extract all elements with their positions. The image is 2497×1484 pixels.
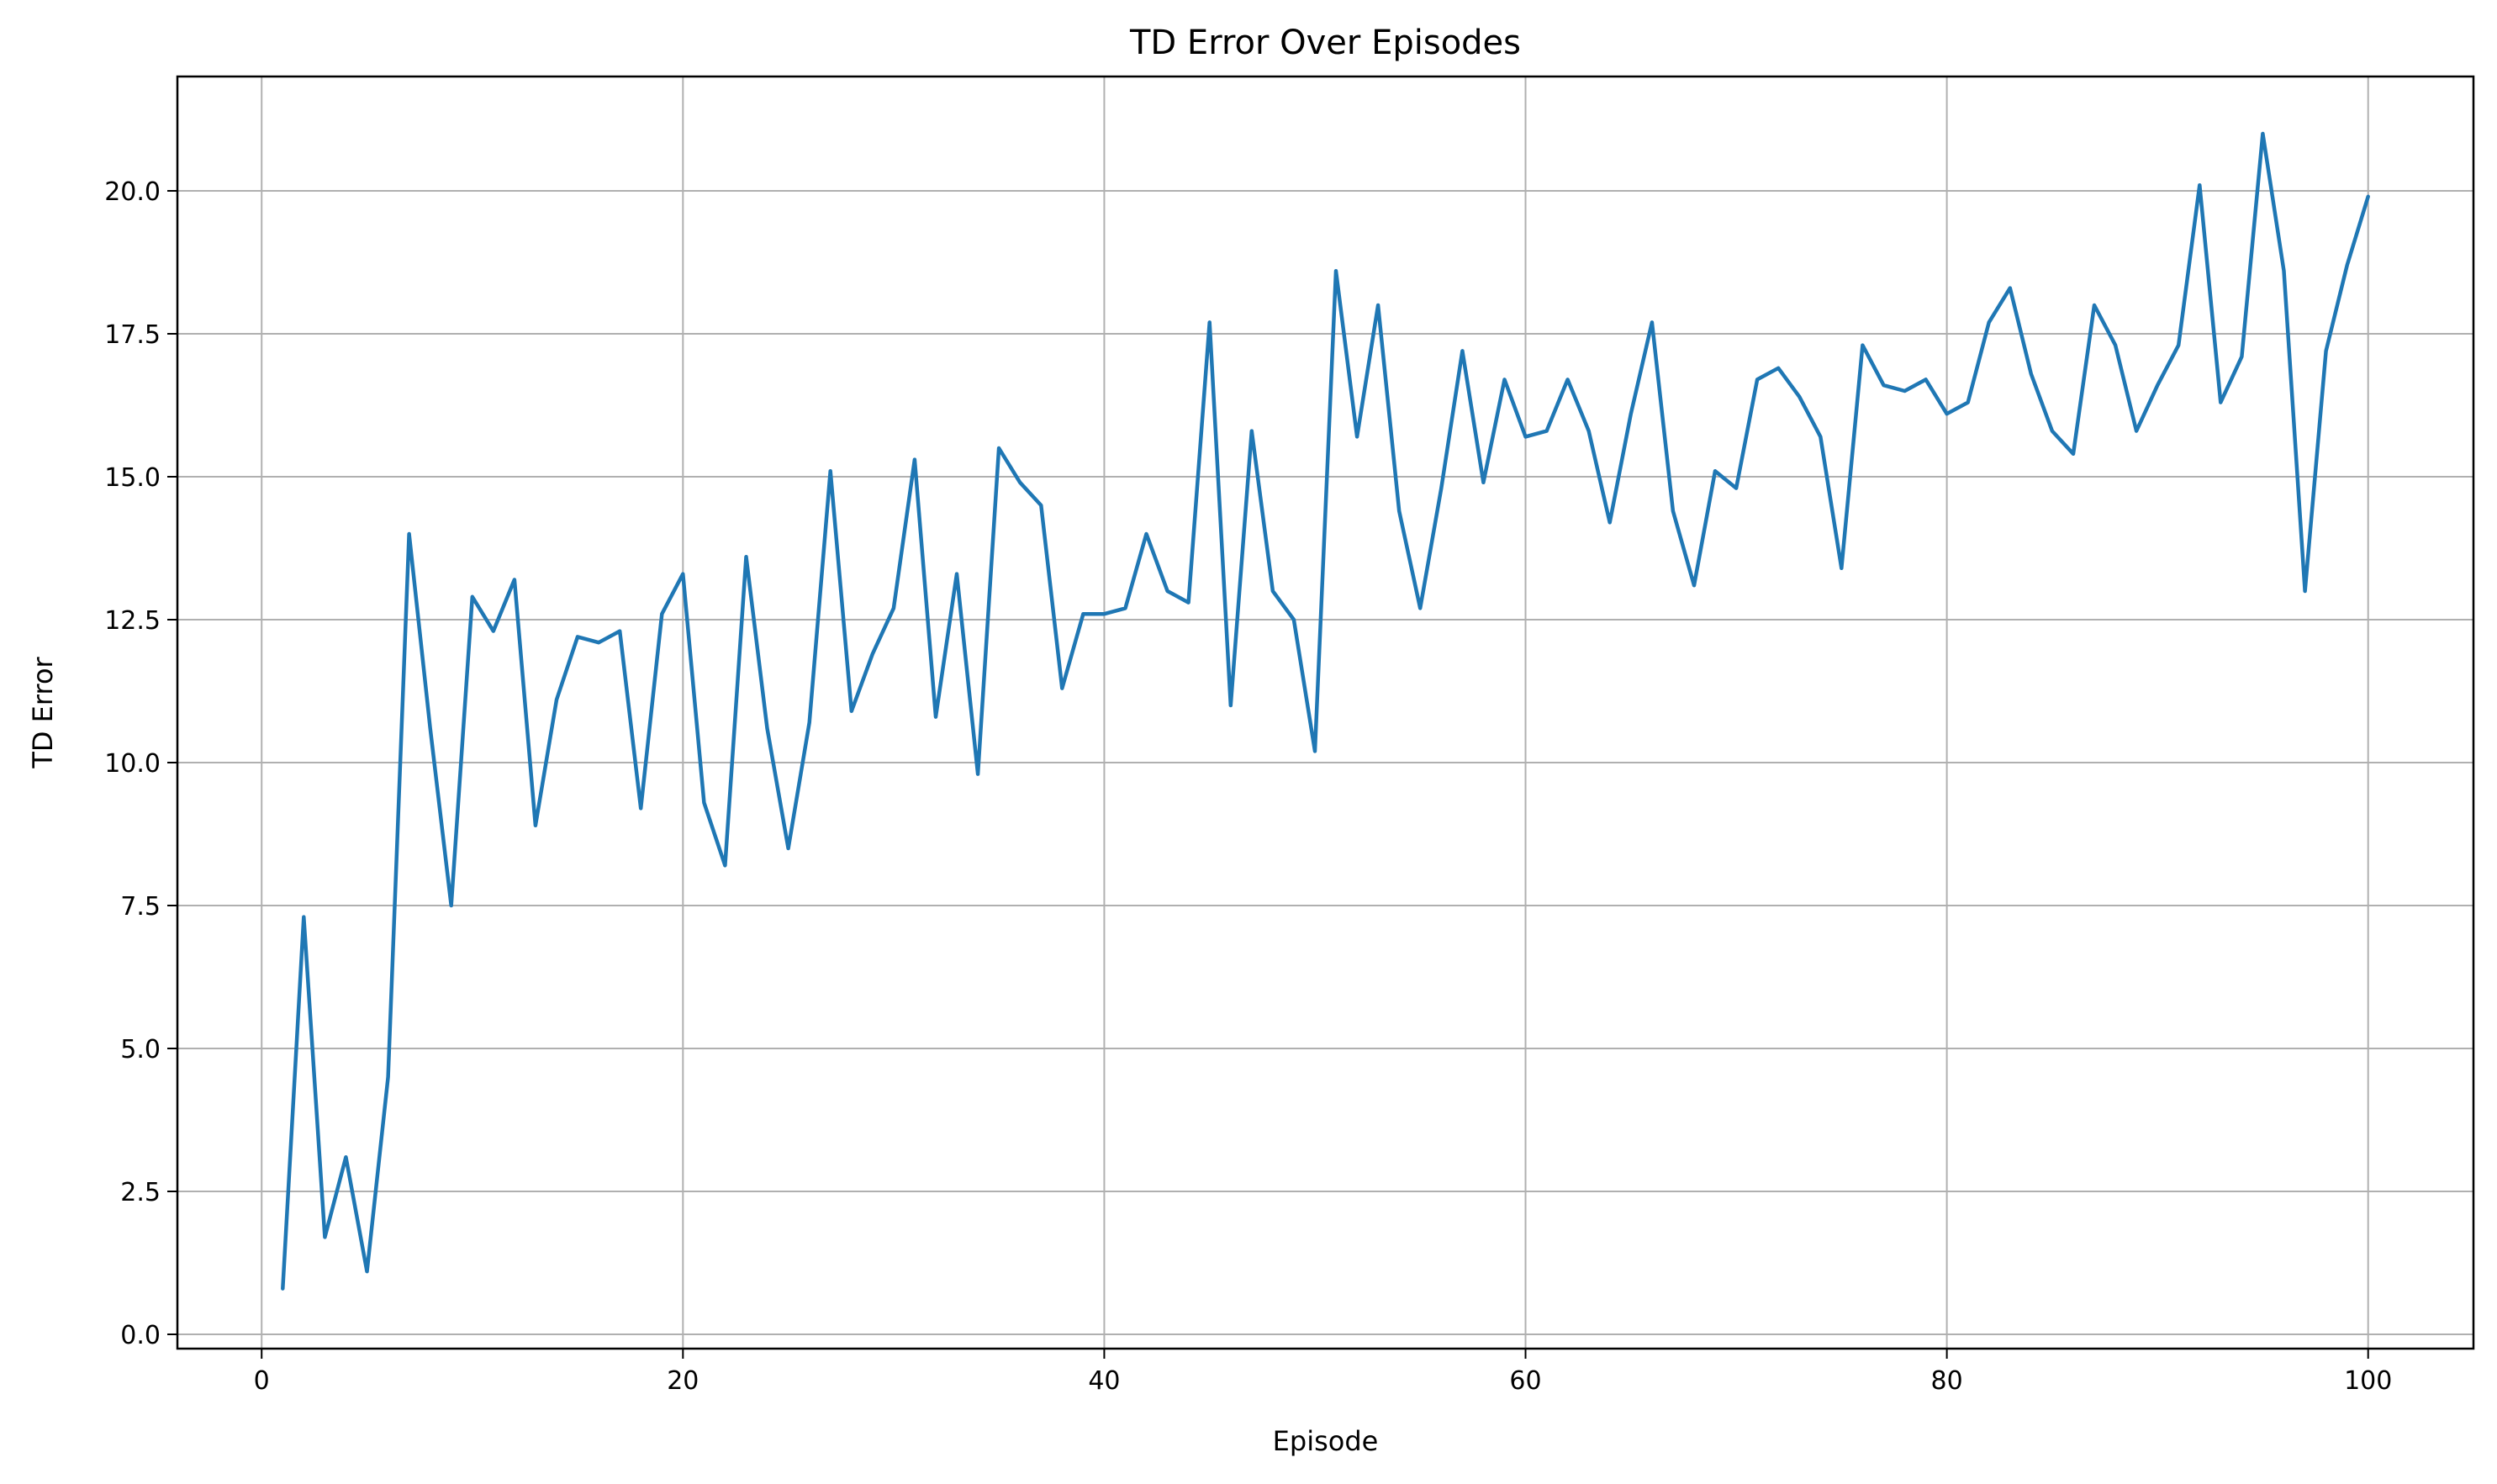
data-series: [281, 131, 2370, 1291]
x-tick-label: 20: [667, 1366, 699, 1396]
y-tick-label: 5.0: [120, 1035, 161, 1064]
x-tick-label: 100: [2344, 1366, 2392, 1396]
chart-title: TD Error Over Episodes: [1129, 24, 1521, 62]
series-line: [281, 131, 2370, 1291]
axis-ticks: 0 20 40 60 80 100 0.0 2.5 5.0 7.5 10.0 12.5 15.0 17.5…: [104, 177, 2392, 1396]
y-tick-label: 12.5: [104, 606, 161, 636]
y-tick-label: 20.0: [104, 177, 161, 207]
x-tick-label: 40: [1088, 1366, 1120, 1396]
y-tick-label: 17.5: [104, 320, 161, 350]
y-tick-label: 10.0: [104, 749, 161, 779]
x-axis-label: Episode: [1273, 1425, 1379, 1457]
y-tick-label: 15.0: [104, 463, 161, 493]
y-axis-label: TD Error: [27, 656, 59, 768]
y-tick-label: 7.5: [120, 892, 161, 922]
x-tick-label: 0: [254, 1366, 270, 1396]
plot-frame: [176, 75, 2475, 1350]
y-tick-label: 0.0: [120, 1321, 161, 1350]
x-tick-label: 60: [1509, 1366, 1541, 1396]
y-tick-label: 2.5: [120, 1178, 161, 1207]
x-tick-label: 80: [1931, 1366, 1963, 1396]
